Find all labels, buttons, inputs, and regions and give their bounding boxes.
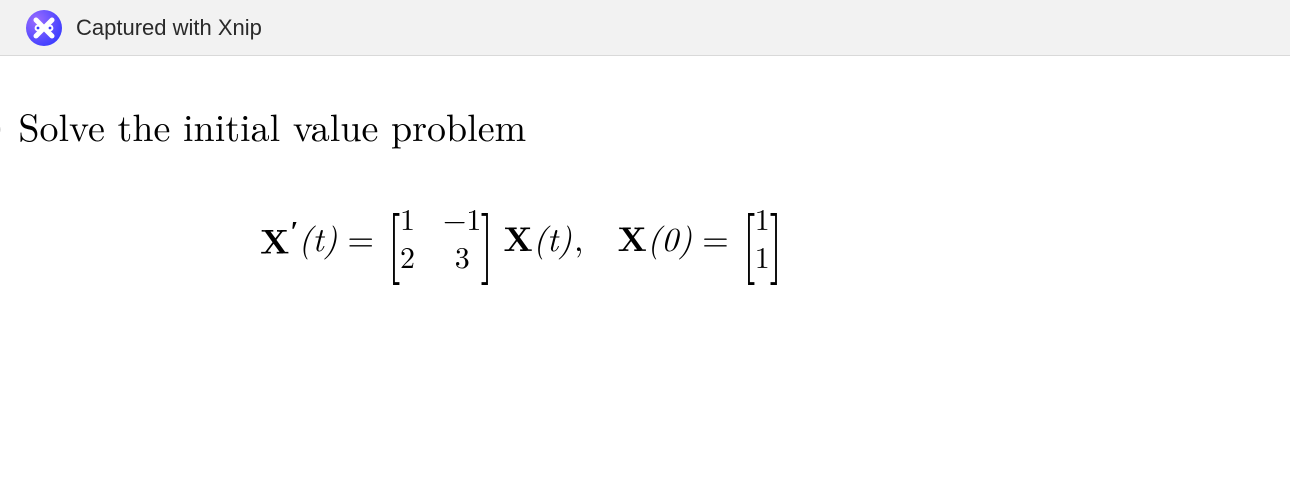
arg-t-2: (t) (533, 213, 572, 261)
problem-prompt-line: ) Solve the initial value problem (0, 96, 1290, 155)
arg-t-1: (t) (298, 213, 337, 261)
sym-X-2: X (618, 213, 648, 262)
cell-a21: 2 (400, 239, 415, 273)
bracket-right-icon: ] (769, 204, 782, 270)
problem-content: ) Solve the initial value problem X′(t) … (0, 56, 1290, 273)
sym-X-prime: X′ (260, 210, 298, 264)
cell-a22: 3 (443, 239, 481, 273)
cell-b1: 1 (755, 201, 770, 235)
equals-1: = (348, 213, 374, 261)
problem-prompt: Solve the initial value problem (18, 99, 526, 153)
xnip-logo-icon (24, 8, 64, 48)
watermark-bar: Captured with Xnip (0, 0, 1290, 56)
comma: , (574, 213, 583, 261)
arg-0: (0) (647, 213, 692, 261)
bracket-left-icon: [ (387, 204, 400, 270)
cell-a11: 1 (400, 201, 415, 235)
cell-b2: 1 (755, 239, 770, 273)
vector-b-cells: 1 1 (755, 201, 770, 273)
matrix-A-cells: 1 −1 2 3 (400, 201, 481, 273)
cell-a12: −1 (443, 201, 481, 235)
equals-2: = (702, 213, 728, 261)
bracket-left-icon: [ (742, 204, 755, 270)
matrix-A: [ 1 −1 2 3 ] (384, 201, 497, 273)
bracket-right-icon: ] (481, 204, 494, 270)
paren-fragment: ) (0, 94, 4, 153)
watermark-text: Captured with Xnip (76, 15, 262, 41)
equation: X′(t) = [ 1 −1 2 3 ] X(t), X(0) = [ 1 1 … (260, 201, 1290, 273)
sym-X-1: X (503, 213, 533, 262)
vector-b: [ 1 1 ] (739, 201, 786, 273)
